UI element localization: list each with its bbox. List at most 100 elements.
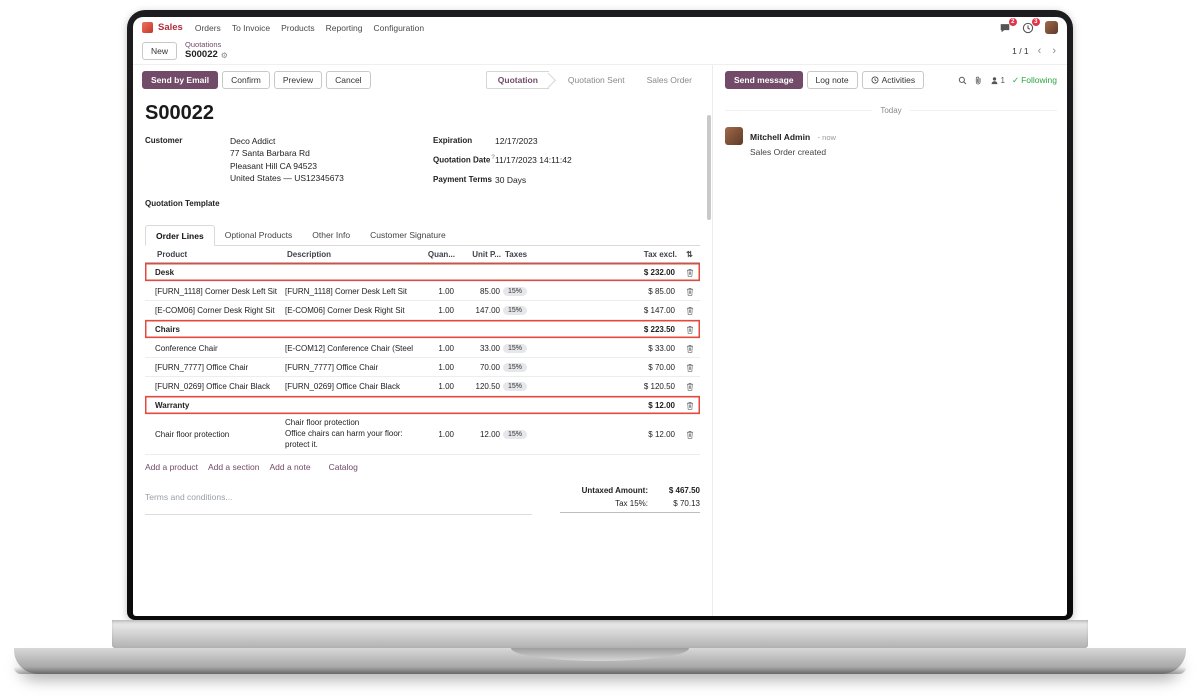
cell-quantity[interactable]: 1.00 <box>438 343 454 353</box>
tax-badge[interactable]: 15% <box>503 306 528 316</box>
tax-badge[interactable]: 15% <box>503 363 528 373</box>
cell-quantity[interactable]: 1.00 <box>438 286 454 296</box>
activities-clock-icon[interactable]: 3 <box>1022 17 1040 34</box>
pager-next-icon[interactable]: › <box>1052 44 1056 57</box>
tab-order-lines[interactable]: Order Lines <box>145 225 215 247</box>
cell-description[interactable]: [E-COM06] Corner Desk Right Sit <box>285 305 405 315</box>
section-name[interactable]: Warranty <box>155 400 190 410</box>
table-row[interactable]: [FURN_1118] Corner Desk Left Sit [FURN_1… <box>145 282 700 302</box>
cell-unit-price[interactable]: 12.00 <box>479 429 500 439</box>
trash-icon[interactable] <box>686 363 694 372</box>
sort-icon[interactable]: ⇅ <box>686 250 693 260</box>
menu-orders[interactable]: Orders <box>194 22 221 33</box>
section-row[interactable]: Warranty $ 12.00 <box>145 396 700 416</box>
quotation-date-field[interactable]: 11/17/2023 14:11:42 <box>495 155 572 166</box>
cell-quantity[interactable]: 1.00 <box>438 362 454 372</box>
pager-previous-icon[interactable]: ‹ <box>1037 44 1042 57</box>
trash-icon[interactable] <box>686 344 694 353</box>
statusbar: Send by Email Confirm Preview Cancel Quo… <box>133 65 712 94</box>
cell-unit-price[interactable]: 120.50 <box>475 381 500 391</box>
settings-gear-icon[interactable]: ⚙ <box>220 50 228 60</box>
tax-badge[interactable]: 15% <box>503 382 528 392</box>
trash-icon[interactable] <box>686 268 694 277</box>
search-icon[interactable] <box>958 76 967 85</box>
paperclip-icon[interactable] <box>974 76 983 85</box>
menu-reporting[interactable]: Reporting <box>325 22 363 33</box>
section-name[interactable]: Desk <box>155 267 175 277</box>
tax-badge[interactable]: 15% <box>503 344 528 354</box>
tab-other-info[interactable]: Other Info <box>312 230 351 241</box>
cell-product[interactable]: [FURN_0269] Office Chair Black <box>155 381 271 391</box>
section-row[interactable]: Chairs $ 223.50 <box>145 320 700 340</box>
trash-icon[interactable] <box>686 287 694 296</box>
catalog-link[interactable]: Catalog <box>328 461 358 472</box>
cell-description[interactable]: [FURN_0269] Office Chair Black <box>285 381 401 391</box>
terms-and-conditions-input[interactable]: Terms and conditions... <box>145 492 532 515</box>
app-name[interactable]: Sales <box>158 22 183 33</box>
cell-description[interactable]: [E-COM12] Conference Chair (Steel) <box>285 343 413 353</box>
table-row[interactable]: Chair floor protection Chair floor prote… <box>145 415 700 455</box>
cell-unit-price[interactable]: 147.00 <box>475 305 500 315</box>
breadcrumb-parent-link[interactable]: Quotations <box>185 40 222 50</box>
scrollbar[interactable] <box>707 115 711 220</box>
trash-icon[interactable] <box>686 382 694 391</box>
cell-quantity[interactable]: 1.00 <box>438 381 454 391</box>
cell-product[interactable]: [FURN_7777] Office Chair <box>155 362 249 372</box>
tax-badge[interactable]: 15% <box>503 287 528 297</box>
add-a-product-link[interactable]: Add a product <box>145 461 198 472</box>
cell-description[interactable]: [FURN_1118] Corner Desk Left Sit <box>285 286 407 296</box>
trash-icon[interactable] <box>686 306 694 315</box>
column-header-taxes: Taxes <box>505 250 528 260</box>
followers-icon[interactable] <box>990 76 999 85</box>
menu-configuration[interactable]: Configuration <box>373 22 425 33</box>
cell-unit-price[interactable]: 33.00 <box>479 343 500 353</box>
cell-description[interactable]: [FURN_7777] Office Chair <box>285 362 379 372</box>
cell-product[interactable]: Conference Chair <box>155 343 218 353</box>
table-row[interactable]: [FURN_7777] Office Chair [FURN_7777] Off… <box>145 358 700 378</box>
status-step-quotation-sent[interactable]: Quotation Sent <box>567 75 625 85</box>
preview-button[interactable]: Preview <box>273 71 323 89</box>
cell-unit-price[interactable]: 70.00 <box>479 362 500 372</box>
activities-button[interactable]: Activities <box>861 71 925 89</box>
section-name[interactable]: Chairs <box>155 324 180 334</box>
cell-unit-price[interactable]: 85.00 <box>479 286 500 296</box>
new-button[interactable]: New <box>142 42 178 60</box>
table-row[interactable]: [E-COM06] Corner Desk Right Sit [E-COM06… <box>145 301 700 321</box>
following-button[interactable]: ✓ Following <box>1012 75 1057 86</box>
cell-product[interactable]: Chair floor protection <box>155 429 230 439</box>
send-by-email-button[interactable]: Send by Email <box>142 71 219 89</box>
payment-terms-field[interactable]: 30 Days <box>495 174 527 185</box>
trash-icon[interactable] <box>686 325 694 334</box>
main-area: Send by Email Confirm Preview Cancel Quo… <box>133 65 1067 616</box>
confirm-button[interactable]: Confirm <box>222 71 270 89</box>
section-amount: $ 223.50 <box>643 324 675 334</box>
cell-quantity[interactable]: 1.00 <box>438 305 454 315</box>
user-avatar[interactable] <box>1045 21 1058 34</box>
systray: 2 3 <box>999 17 1058 34</box>
tab-customer-signature[interactable]: Customer Signature <box>370 230 446 241</box>
menu-products[interactable]: Products <box>281 22 315 33</box>
cell-description[interactable]: Chair floor protection Office chairs can… <box>285 418 403 449</box>
tax-badge[interactable]: 15% <box>503 430 528 440</box>
cancel-button[interactable]: Cancel <box>326 71 371 89</box>
add-a-section-link[interactable]: Add a section <box>207 461 260 472</box>
cell-quantity[interactable]: 1.00 <box>438 429 454 439</box>
log-note-button[interactable]: Log note <box>806 71 858 89</box>
trash-icon[interactable] <box>686 401 694 410</box>
tab-optional-products[interactable]: Optional Products <box>224 230 293 241</box>
menu-to-invoice[interactable]: To Invoice <box>231 22 271 33</box>
send-message-button[interactable]: Send message <box>725 71 803 89</box>
table-row[interactable]: [FURN_0269] Office Chair Black [FURN_026… <box>145 377 700 397</box>
add-a-note-link[interactable]: Add a note <box>269 461 311 472</box>
section-row[interactable]: Desk $ 232.00 <box>145 263 700 283</box>
cell-product[interactable]: [E-COM06] Corner Desk Right Sit <box>155 305 275 315</box>
messages-icon[interactable]: 2 <box>999 17 1017 34</box>
status-step-sales-order[interactable]: Sales Order <box>646 75 692 85</box>
sales-app-icon[interactable] <box>142 22 153 33</box>
status-step-quotation[interactable]: Quotation <box>485 71 549 89</box>
trash-icon[interactable] <box>686 430 694 439</box>
table-row[interactable]: Conference Chair [E-COM12] Conference Ch… <box>145 339 700 359</box>
cell-product[interactable]: [FURN_1118] Corner Desk Left Sit <box>155 286 277 296</box>
customer-name[interactable]: Deco Addict <box>230 136 276 146</box>
expiration-field[interactable]: 12/17/2023 <box>495 136 538 146</box>
